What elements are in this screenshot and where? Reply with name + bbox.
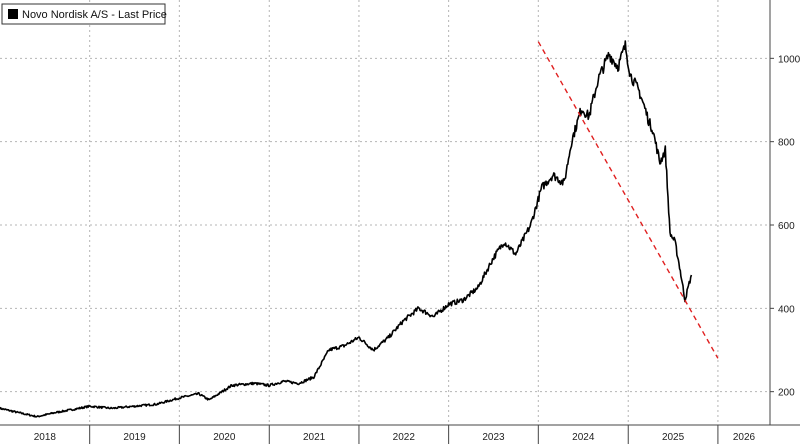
plot-frame [0,0,800,426]
x-tick-label: 2021 [303,432,326,443]
legend-swatch [8,9,18,19]
legend-label: Novo Nordisk A/S - Last Price [22,9,167,21]
y-tick-label: 800 [778,138,795,149]
x-axis: 2018 2019 2020 2021 2022 2023 2024 2025 2026 [34,425,756,444]
y-tick-label: 200 [778,388,795,399]
series-layer [0,40,693,418]
x-tick-label: 2023 [482,432,505,443]
x-tick-label: 2022 [393,432,416,443]
x-tick-label: 2024 [572,432,595,443]
x-tick-label: 2026 [733,432,756,443]
legend: Novo Nordisk A/S - Last Price [1,3,167,25]
y-tick-label: 1000 [778,54,800,65]
x-tick-label: 2025 [662,432,685,443]
y-tick-label: 400 [778,304,795,315]
price-line [0,40,693,418]
trend-layer [537,41,719,359]
y-tick-label: 600 [778,221,795,232]
y-axis: 200 400 600 800 1000 [770,54,800,399]
x-tick-label: 2020 [213,432,236,443]
x-tick-label: 2019 [123,432,146,443]
grid [0,0,770,425]
legend-box [1,3,166,25]
x-tick-label: 2018 [34,432,57,443]
trend-line [537,41,719,359]
